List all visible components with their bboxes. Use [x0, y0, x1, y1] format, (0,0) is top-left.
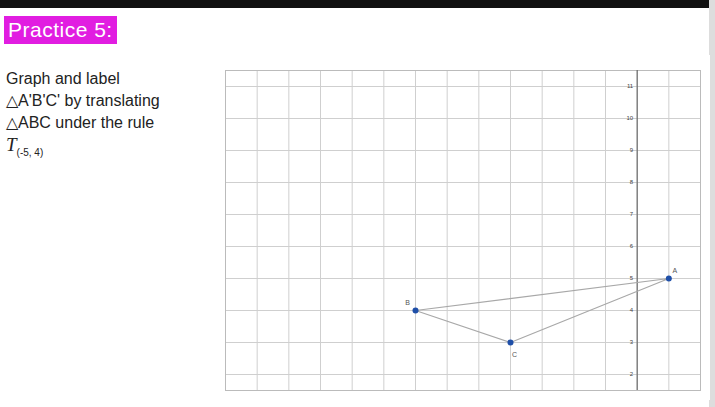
svg-text:7: 7 — [630, 211, 634, 217]
svg-text:3: 3 — [630, 339, 634, 345]
svg-text:B: B — [405, 299, 410, 306]
html-text:Practice 5:: Practice 5: — [8, 18, 113, 41]
svg-text:2: 2 — [630, 371, 634, 377]
svg-text:5: 5 — [630, 275, 634, 281]
svg-text:C: C — [512, 351, 517, 358]
html-text:△ABC under the rule: △ABC under the rule — [6, 114, 155, 131]
svg-text:10: 10 — [626, 115, 633, 121]
svg-text:A: A — [672, 267, 677, 274]
svg-text:9: 9 — [630, 147, 634, 153]
svg-text:4: 4 — [630, 307, 634, 313]
svg-text:6: 6 — [630, 243, 634, 249]
svg-text:11: 11 — [627, 83, 634, 89]
html-text:△A'B'C' by translating: △A'B'C' by translating — [6, 92, 160, 109]
html-text:T(-5, 4): T(-5, 4) — [6, 134, 44, 158]
svg-text:8: 8 — [630, 179, 634, 185]
html-text:Graph and label: Graph and label — [6, 70, 120, 87]
